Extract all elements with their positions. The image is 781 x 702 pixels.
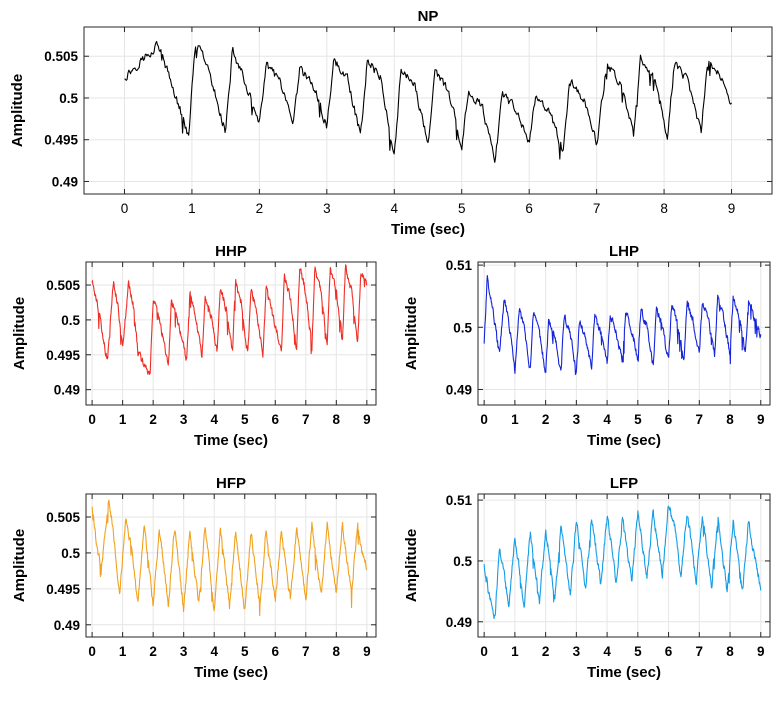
chart-hfp-x-tick-label-1: 1 xyxy=(119,644,127,659)
chart-lhp: 0 1 2 3 4 5 6 7 8 9 0.49 0.5 0.51 LHP Time (sec) Amplit… xyxy=(403,243,771,449)
chart-hfp-y-axis-label: Amplitude xyxy=(11,529,28,602)
chart-hfp-y-tick-label-0: 0.49 xyxy=(54,618,80,633)
chart-lfp-y-tick-label-0: 0.49 xyxy=(446,615,472,630)
chart-lfp-x-tick-label-7: 7 xyxy=(696,644,704,659)
chart-lhp-x-tick-label-9: 9 xyxy=(757,412,765,427)
chart-hhp-x-tick-label-3: 3 xyxy=(180,412,188,427)
chart-lfp-x-tick-label-8: 8 xyxy=(726,644,734,659)
chart-np-x-tick-label-0: 0 xyxy=(121,201,129,216)
chart-np-axes-frame xyxy=(83,26,773,195)
chart-lfp-x-tick-label-3: 3 xyxy=(573,644,581,659)
chart-np-y-tick-label-3: 0.505 xyxy=(44,49,78,64)
chart-hhp-x-axis-label: Time (sec) xyxy=(194,432,268,449)
chart-hhp: 0 1 2 3 4 5 6 7 8 9 0.49 0.495 0.5 0.505 HHP Time (sec)… xyxy=(11,243,377,449)
chart-lhp-x-tick-label-4: 4 xyxy=(603,412,611,427)
chart-hhp-x-tick-label-9: 9 xyxy=(363,412,371,427)
chart-np-title: NP xyxy=(418,8,439,25)
chart-hhp-signal-line xyxy=(91,264,368,375)
chart-np-x-tick-label-7: 7 xyxy=(593,201,601,216)
chart-np-y-tick-label-2: 0.5 xyxy=(59,91,78,106)
chart-hhp-x-tick-label-0: 0 xyxy=(88,412,96,427)
chart-np-x-tick-label-3: 3 xyxy=(323,201,331,216)
chart-lhp-x-tick-label-6: 6 xyxy=(665,412,673,427)
chart-lfp-x-tick-label-2: 2 xyxy=(542,644,550,659)
chart-hfp-axes-frame xyxy=(85,493,377,638)
chart-np-x-tick-label-6: 6 xyxy=(525,201,533,216)
chart-hhp-y-tick-label-0: 0.49 xyxy=(54,383,80,398)
chart-hfp-title: HFP xyxy=(216,475,246,492)
chart-np-x-tick-label-2: 2 xyxy=(256,201,264,216)
chart-lhp-x-tick-label-5: 5 xyxy=(634,412,642,427)
chart-lfp-y-axis-label: Amplitude xyxy=(403,529,420,602)
chart-hfp-signal-line xyxy=(91,499,368,617)
chart-np-x-tick-label-4: 4 xyxy=(391,201,399,216)
chart-hhp-y-tick-label-3: 0.505 xyxy=(46,278,80,293)
chart-hhp-x-tick-label-4: 4 xyxy=(210,412,218,427)
chart-np-signal-line xyxy=(124,40,732,163)
chart-hhp-y-tick-label-1: 0.495 xyxy=(46,348,80,363)
chart-lfp-y-tick-label-2: 0.51 xyxy=(446,493,473,508)
chart-lhp-title: LHP xyxy=(609,243,639,260)
chart-lfp-x-tick-label-6: 6 xyxy=(665,644,673,659)
chart-lhp-y-tick-label-1: 0.5 xyxy=(453,320,472,335)
chart-np: 0 1 2 3 4 5 6 7 8 9 0.49 0.495 0.5 0.505 NP Time (sec) A… xyxy=(9,8,773,238)
chart-np-y-tick-label-1: 0.495 xyxy=(44,133,78,148)
chart-lfp-axes-frame xyxy=(477,493,771,638)
chart-hfp-x-tick-label-0: 0 xyxy=(88,644,96,659)
chart-hhp-x-tick-label-7: 7 xyxy=(302,412,310,427)
chart-np-x-tick-label-5: 5 xyxy=(458,201,466,216)
chart-lfp-x-tick-label-0: 0 xyxy=(480,644,488,659)
chart-hhp-x-tick-label-5: 5 xyxy=(241,412,249,427)
chart-hhp-x-tick-label-6: 6 xyxy=(272,412,280,427)
chart-lfp: 0 1 2 3 4 5 6 7 8 9 0.49 0.5 0.51 LFP Time (sec) Amplit… xyxy=(403,475,771,681)
chart-lhp-y-tick-label-2: 0.51 xyxy=(446,258,473,273)
chart-hfp-x-tick-label-2: 2 xyxy=(149,644,157,659)
chart-lhp-axes-frame xyxy=(477,261,771,406)
chart-hfp-y-tick-label-2: 0.5 xyxy=(61,546,80,561)
chart-hhp-x-tick-label-1: 1 xyxy=(119,412,127,427)
chart-lfp-title: LFP xyxy=(610,475,638,492)
chart-np-y-tick-label-0: 0.49 xyxy=(52,174,78,189)
chart-lfp-signal-line xyxy=(483,505,762,620)
chart-lfp-x-tick-label-9: 9 xyxy=(757,644,765,659)
chart-hhp-y-axis-label: Amplitude xyxy=(11,297,28,370)
chart-hfp-x-tick-label-5: 5 xyxy=(241,644,249,659)
chart-np-x-axis-label: Time (sec) xyxy=(391,221,465,238)
chart-lfp-y-tick-label-1: 0.5 xyxy=(453,554,472,569)
chart-hfp-x-tick-label-3: 3 xyxy=(180,644,188,659)
chart-lfp-x-tick-label-5: 5 xyxy=(634,644,642,659)
chart-np-x-tick-label-8: 8 xyxy=(660,201,668,216)
chart-hfp-x-tick-label-8: 8 xyxy=(333,644,341,659)
chart-hhp-title: HHP xyxy=(215,243,247,260)
chart-lhp-x-tick-label-0: 0 xyxy=(480,412,488,427)
chart-hhp-y-tick-label-2: 0.5 xyxy=(61,313,80,328)
chart-lhp-y-axis-label: Amplitude xyxy=(403,297,420,370)
chart-hfp-y-tick-label-3: 0.505 xyxy=(46,510,80,525)
chart-np-x-tick-label-9: 9 xyxy=(728,201,736,216)
chart-lhp-x-tick-label-8: 8 xyxy=(726,412,734,427)
chart-lhp-x-tick-label-2: 2 xyxy=(542,412,550,427)
chart-hfp-x-tick-label-7: 7 xyxy=(302,644,310,659)
chart-lfp-x-tick-label-4: 4 xyxy=(603,644,611,659)
chart-lfp-x-tick-label-1: 1 xyxy=(511,644,519,659)
chart-hfp: 0 1 2 3 4 5 6 7 8 9 0.49 0.495 0.5 0.505 HFP Time (sec)… xyxy=(11,475,377,681)
chart-np-x-tick-label-1: 1 xyxy=(188,201,196,216)
chart-hhp-x-tick-label-2: 2 xyxy=(149,412,157,427)
chart-lhp-y-tick-label-0: 0.49 xyxy=(446,382,472,397)
chart-hfp-y-tick-label-1: 0.495 xyxy=(46,582,80,597)
chart-hfp-x-tick-label-4: 4 xyxy=(210,644,218,659)
chart-lhp-signal-line xyxy=(483,275,762,376)
chart-lhp-x-axis-label: Time (sec) xyxy=(587,432,661,449)
chart-lfp-x-axis-label: Time (sec) xyxy=(587,664,661,681)
chart-hfp-x-tick-label-9: 9 xyxy=(363,644,371,659)
chart-lhp-x-tick-label-7: 7 xyxy=(696,412,704,427)
chart-np-y-axis-label: Amplitude xyxy=(9,74,26,147)
chart-hhp-axes-frame xyxy=(85,261,377,406)
chart-lhp-x-tick-label-3: 3 xyxy=(573,412,581,427)
chart-hhp-x-tick-label-8: 8 xyxy=(333,412,341,427)
chart-hfp-x-axis-label: Time (sec) xyxy=(194,664,268,681)
chart-lhp-x-tick-label-1: 1 xyxy=(511,412,519,427)
chart-hfp-x-tick-label-6: 6 xyxy=(272,644,280,659)
